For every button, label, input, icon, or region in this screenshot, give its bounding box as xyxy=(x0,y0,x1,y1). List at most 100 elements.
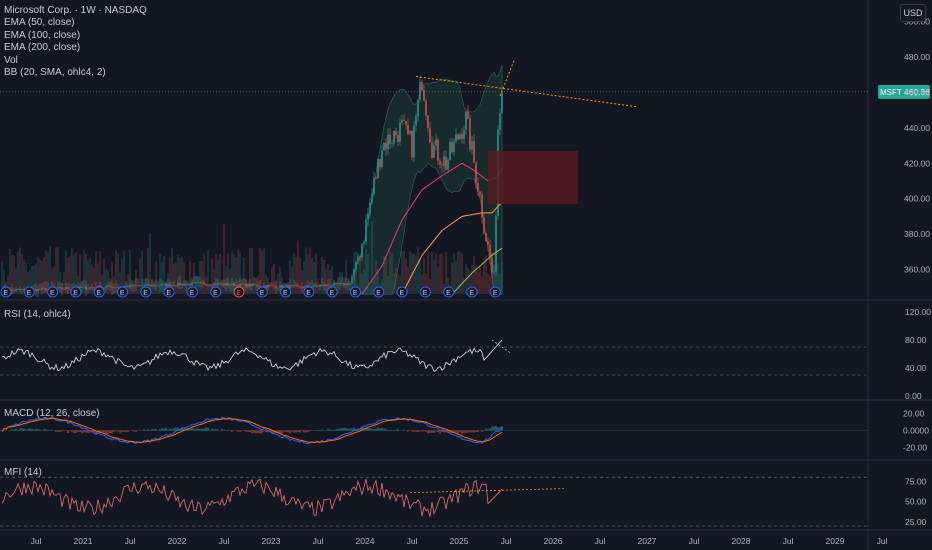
earnings-marker xyxy=(396,286,408,298)
candle-body xyxy=(17,289,19,291)
volume-bar xyxy=(39,259,41,294)
macd-histogram-bar xyxy=(211,428,213,431)
volume-bar xyxy=(23,259,25,294)
macd-histogram-bar xyxy=(267,430,269,433)
volume-bar xyxy=(409,251,411,294)
macd-histogram-bar xyxy=(349,428,351,431)
currency-button[interactable]: USD xyxy=(900,4,926,22)
candle-body xyxy=(359,256,361,258)
volume-bar xyxy=(497,263,499,294)
legend-ema100[interactable]: EMA (100, close) xyxy=(4,29,81,41)
candle-body xyxy=(227,283,229,286)
volume-bar xyxy=(79,254,81,294)
candle-body xyxy=(173,285,175,286)
time-axis-label: 2021 xyxy=(74,536,93,546)
macd-histogram-bar xyxy=(207,427,209,431)
volume-bar xyxy=(217,259,219,294)
rsi-title[interactable]: RSI (14, ohlc4) xyxy=(4,309,71,320)
candle-body xyxy=(145,284,147,285)
macd-histogram-bar xyxy=(453,430,455,434)
macd-histogram-bar xyxy=(297,430,299,432)
volume-bar xyxy=(273,263,275,294)
candle-body xyxy=(255,284,257,286)
volume-bar xyxy=(177,254,179,294)
candle-body xyxy=(163,283,165,285)
volume-bar xyxy=(219,253,221,294)
candle-body xyxy=(275,286,277,288)
candle-body xyxy=(15,289,17,291)
volume-bar xyxy=(89,257,91,294)
candle-body xyxy=(419,81,421,100)
candle-body xyxy=(277,287,279,289)
macd-histogram-bar xyxy=(337,428,339,431)
macd-histogram-bar xyxy=(143,429,145,431)
macd-histogram-bar xyxy=(341,427,343,431)
macd-tick-label: 20.00 xyxy=(903,409,925,419)
candle-body xyxy=(229,285,231,286)
macd-histogram-bar xyxy=(59,430,61,432)
legend-vol[interactable]: Vol xyxy=(4,54,18,66)
mfi-title[interactable]: MFI (14) xyxy=(4,467,42,478)
volume-bar xyxy=(399,275,401,294)
macd-histogram-bar xyxy=(375,428,377,431)
volume-bar xyxy=(85,253,87,294)
macd-histogram-bar xyxy=(397,428,399,431)
candle-body xyxy=(343,282,345,286)
candle-body xyxy=(37,288,39,292)
volume-bar xyxy=(45,250,47,294)
symbol-title[interactable]: Microsoft Corp. · 1W · NASDAQ xyxy=(4,5,147,16)
time-axis-label: 2028 xyxy=(732,536,751,546)
time-axis-label: Jul xyxy=(31,536,42,546)
macd-histogram-bar xyxy=(245,430,247,432)
macd-title[interactable]: MACD (12, 26, close) xyxy=(4,408,100,419)
rsi-tick-label: 120.00 xyxy=(905,307,931,317)
candle-body xyxy=(151,284,153,287)
candle-body xyxy=(389,134,391,144)
macd-histogram-bar xyxy=(419,430,421,432)
volume-bar xyxy=(155,260,157,294)
rsi-tick-label: 80.00 xyxy=(905,335,927,345)
macd-histogram-bar xyxy=(87,430,89,433)
earnings-marker-label: E xyxy=(306,290,311,297)
candle-body xyxy=(205,284,207,286)
candle-body xyxy=(367,213,369,220)
candle-body xyxy=(485,233,487,242)
price-tick-label: 360.00 xyxy=(904,264,930,274)
macd-histogram-bar xyxy=(61,430,63,432)
macd-histogram-bar xyxy=(31,429,33,431)
candle-body xyxy=(83,286,85,288)
earnings-marker-label: E xyxy=(446,290,451,297)
volume-bar xyxy=(315,253,317,294)
legend-ema50[interactable]: EMA (50, close) xyxy=(4,17,75,29)
candle-body xyxy=(279,284,281,288)
candle-body xyxy=(403,119,405,122)
candle-body xyxy=(141,285,143,287)
candle-body xyxy=(197,282,199,284)
candle-body xyxy=(203,282,205,285)
earnings-marker xyxy=(373,286,385,298)
legend-ema200[interactable]: EMA (200, close) xyxy=(4,42,81,54)
macd-histogram-bar xyxy=(293,430,295,433)
candle-body xyxy=(329,285,331,287)
candle-body xyxy=(11,289,13,291)
candle-body xyxy=(57,287,59,289)
candle-body xyxy=(41,287,43,290)
time-axis-label: Jul xyxy=(689,536,700,546)
legend-bb[interactable]: BB (20, SMA, ohlc4, 2) xyxy=(4,67,106,79)
macd-histogram-bar xyxy=(89,430,91,433)
price-tick-label: 460.00 xyxy=(904,87,930,97)
candle-body xyxy=(297,285,299,287)
macd-histogram-bar xyxy=(181,427,183,431)
volume-bar xyxy=(413,253,415,294)
candle-body xyxy=(401,119,403,123)
macd-histogram-bar xyxy=(295,430,297,433)
time-axis-label: Jul xyxy=(313,536,324,546)
candle-body xyxy=(469,118,471,150)
volume-bar xyxy=(301,270,303,294)
macd-histogram-bar xyxy=(287,430,289,433)
volume-bar xyxy=(265,274,267,294)
volume-bar xyxy=(295,256,297,294)
macd-histogram-bar xyxy=(125,430,127,433)
volume-bar xyxy=(53,266,55,294)
